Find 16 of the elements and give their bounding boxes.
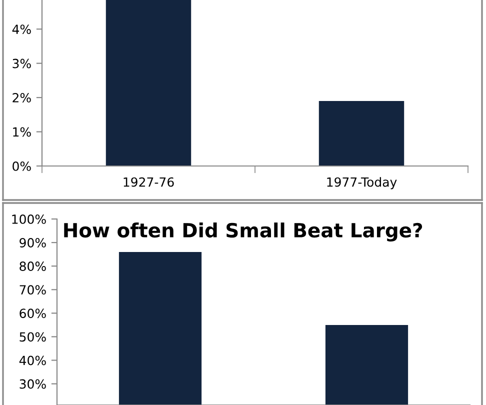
y-tick-label: 70% <box>20 285 46 295</box>
x-tick-label: 1977-Today <box>327 177 397 190</box>
y-tick-label: 100% <box>12 214 46 224</box>
y-tick-label: 2% <box>12 93 31 102</box>
y-tick-label: 80% <box>20 262 46 272</box>
y-tick-label: 3% <box>12 58 31 68</box>
y-tick-label: 40% <box>19 356 46 366</box>
x-tick-label: 1927-76 <box>124 177 174 187</box>
y-tick-label: 0% <box>12 161 31 171</box>
chart-title: How often Did Small Beat Large? <box>64 222 422 242</box>
y-tick-label: 50% <box>20 332 46 342</box>
y-tick-label: 30% <box>20 379 46 389</box>
y-tick-label: 4% <box>12 24 31 34</box>
y-tick-label: 90% <box>20 238 46 248</box>
y-tick-label: 1% <box>13 127 31 137</box>
y-tick-label: 60% <box>20 308 46 318</box>
